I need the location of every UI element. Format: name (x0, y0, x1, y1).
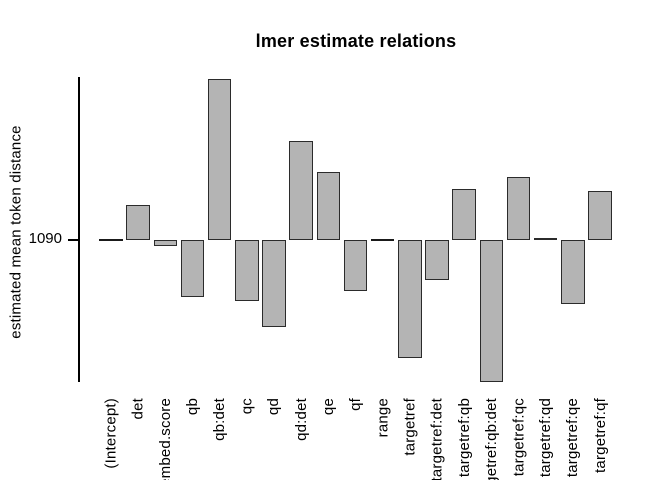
x-label-targetref:qf: targetref:qf (591, 398, 609, 473)
x-label-qb:det: qb:det (211, 398, 229, 441)
x-label-(Intercept): (Intercept) (102, 398, 120, 469)
bar-qb (180, 240, 205, 297)
bar-range (370, 239, 395, 241)
y-axis-line (78, 77, 80, 382)
y-axis-tick-label: 1090 (28, 230, 62, 247)
bar-targetref:qc (506, 177, 531, 240)
x-label-qb: qb (184, 398, 201, 416)
bar-targetref (398, 240, 422, 358)
bar-targetref:qe (561, 240, 585, 304)
bar-targetref:qf (588, 191, 612, 240)
chart-title: lmer estimate relations (255, 31, 457, 51)
x-label-targetref:qd: targetref:qd (537, 398, 555, 478)
x-label-qc: qc (238, 398, 256, 415)
x-label-targetref:qb: targetref:qb (455, 398, 473, 478)
bar-targetref:qb (452, 189, 476, 240)
x-label-targetref:det: targetref:det (428, 398, 446, 480)
x-label-targetref:qc: targetref:qc (510, 398, 528, 477)
bar-qf (343, 240, 368, 291)
bar-targetref:det (425, 240, 449, 280)
bar-qd (262, 240, 286, 327)
bar-det (126, 205, 150, 240)
bar-qb:det (207, 79, 232, 240)
bar-targetref:qb:det (479, 240, 504, 382)
bar-embed.score (153, 240, 178, 246)
bar-(Intercept) (99, 239, 123, 241)
x-label-targetref:qb:det: targetref:qb:det (482, 398, 500, 480)
x-label-range: range (374, 398, 392, 438)
y-axis-tick (68, 239, 78, 241)
bar-qe (316, 172, 341, 240)
x-label-qf: qf (347, 398, 365, 411)
bar-qc (235, 240, 259, 301)
x-label-qd: qd (265, 398, 283, 416)
x-label-targetref:qe: targetref:qe (564, 398, 582, 478)
x-label-det: det (129, 398, 147, 420)
x-label-targetref: targetref (401, 398, 419, 456)
x-label-embed.score: embed.score (156, 398, 174, 480)
x-label-qe: qe (319, 398, 337, 416)
bar-qd:det (289, 141, 313, 240)
x-label-qd:det: qd:det (292, 398, 310, 441)
bar-targetref:qd (533, 238, 558, 240)
